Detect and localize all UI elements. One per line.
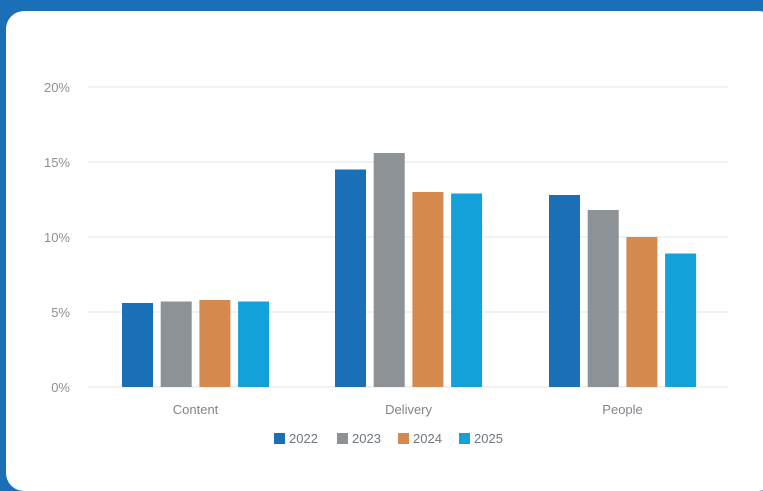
bar-content-2022 xyxy=(122,303,153,387)
bar-content-2024 xyxy=(199,300,231,387)
gridlines xyxy=(88,86,728,388)
bar-delivery-2024 xyxy=(412,192,444,387)
legend-label: 2025 xyxy=(474,431,503,446)
x-tick-label: Delivery xyxy=(385,402,432,417)
legend-swatch xyxy=(337,433,348,444)
bar-people-2022 xyxy=(549,195,580,387)
bar-delivery-2025 xyxy=(451,193,483,387)
bar-content-2023 xyxy=(160,301,192,387)
bars xyxy=(122,153,697,387)
y-tick-label: 0% xyxy=(51,380,70,395)
legend-label: 2022 xyxy=(289,431,318,446)
bar-delivery-2023 xyxy=(373,153,405,387)
y-tick-label: 15% xyxy=(44,155,70,170)
x-tick-label: Content xyxy=(173,402,219,417)
legend-label: 2023 xyxy=(352,431,381,446)
bar-content-2025 xyxy=(238,301,270,387)
y-axis-ticks: 0% 5% 10% 15% 20% xyxy=(44,80,70,395)
bar-people-2025 xyxy=(665,253,697,387)
bar-people-2023 xyxy=(587,210,619,387)
x-tick-label: People xyxy=(602,402,642,417)
bar-delivery-2022 xyxy=(335,169,366,387)
bar-chart: 0% 5% 10% 15% 20% Content Delivery People 2022… xyxy=(44,80,728,446)
legend-label: 2024 xyxy=(413,431,442,446)
legend: 2022 2023 2024 2025 xyxy=(274,431,503,446)
y-tick-label: 20% xyxy=(44,80,70,95)
y-tick-label: 10% xyxy=(44,230,70,245)
y-tick-label: 5% xyxy=(51,305,70,320)
legend-swatch xyxy=(459,433,470,444)
x-axis-labels: Content Delivery People xyxy=(173,402,643,417)
bar-people-2024 xyxy=(626,237,658,387)
legend-swatch xyxy=(274,433,285,444)
legend-swatch xyxy=(398,433,409,444)
